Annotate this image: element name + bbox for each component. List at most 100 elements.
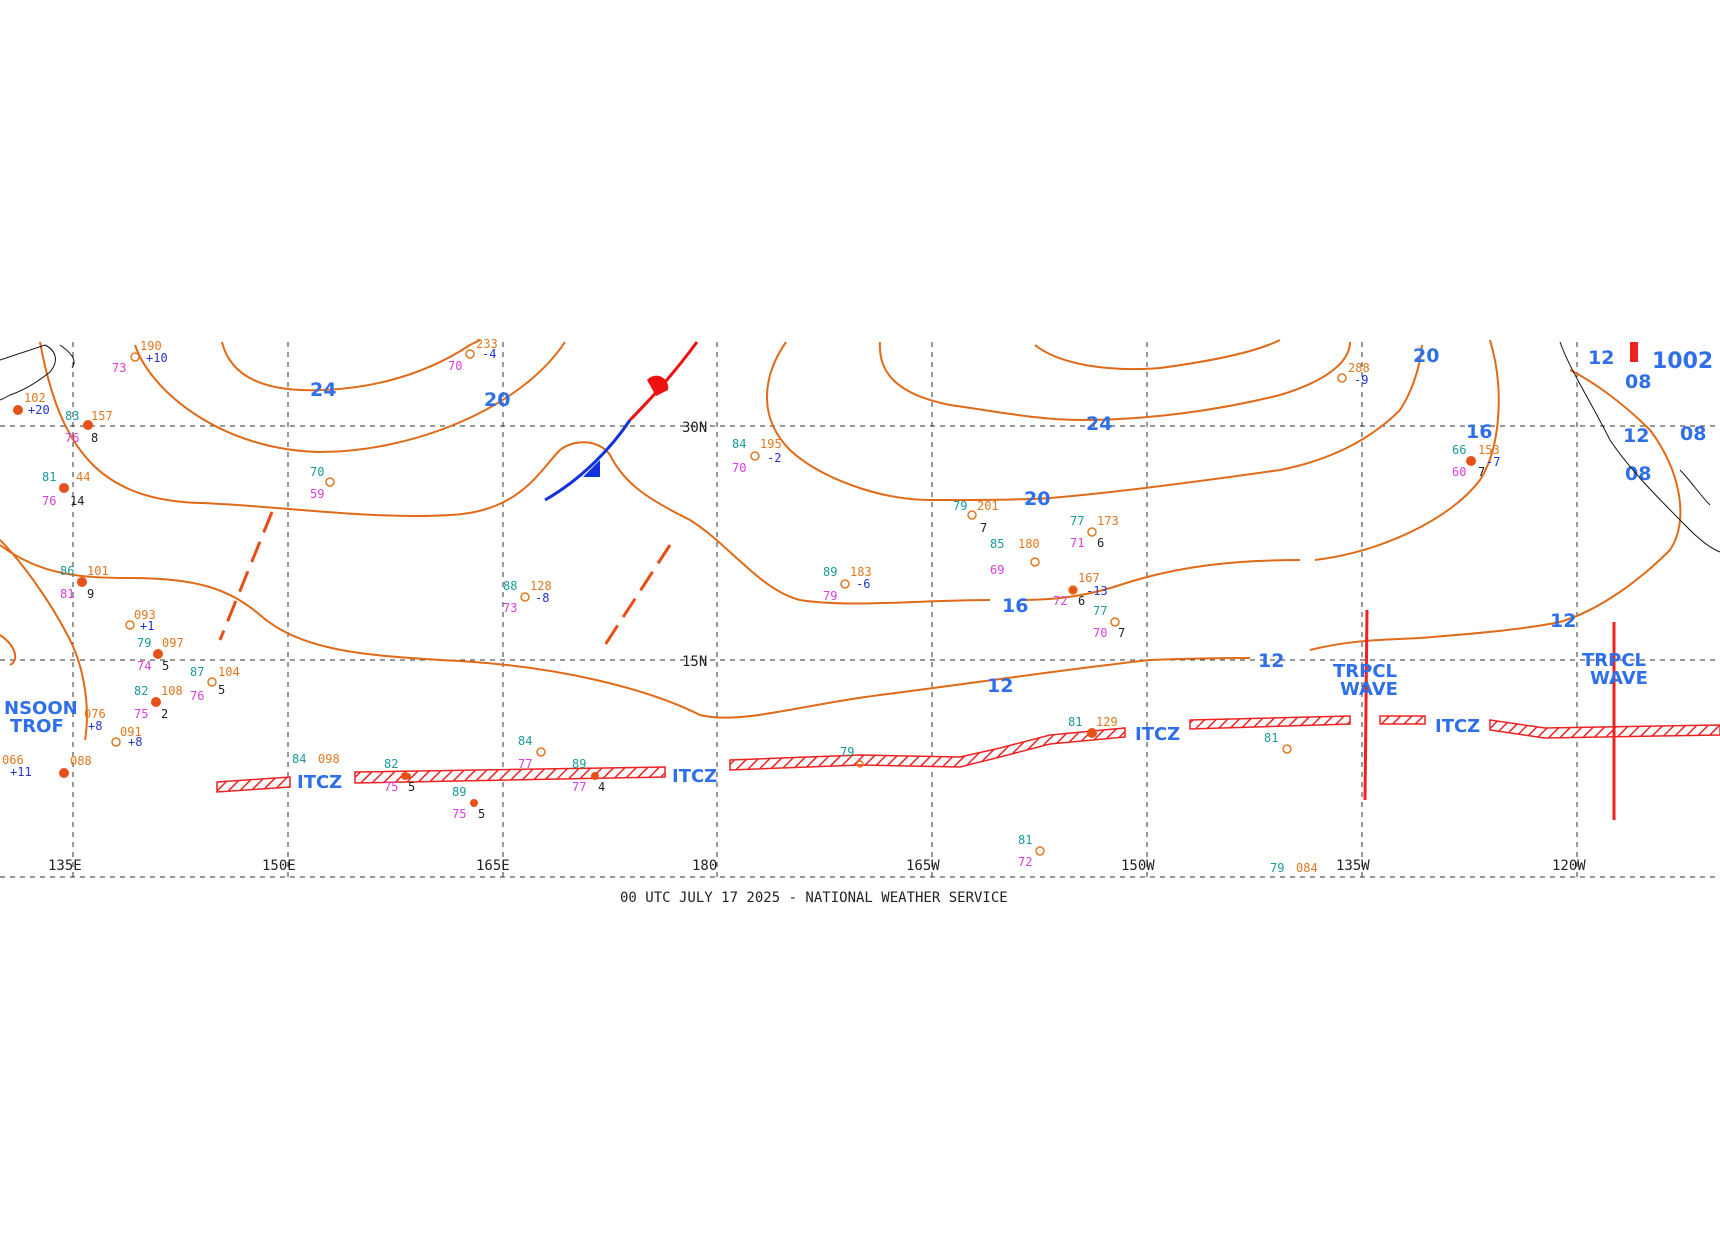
svg-text:129: 129 [1096, 715, 1118, 729]
svg-text:79: 79 [1270, 861, 1284, 875]
isobar-labels: 24 20 24 20 16 12 12 12 16 20 12 08 12 0… [310, 342, 1713, 697]
svg-text:7: 7 [1478, 465, 1485, 479]
svg-text:091: 091 [120, 725, 142, 739]
svg-text:71: 71 [1070, 536, 1084, 550]
svg-text:81: 81 [1068, 715, 1082, 729]
svg-text:-2: -2 [767, 451, 781, 465]
station-plot: 70 59 [310, 465, 335, 501]
svg-text:7: 7 [1118, 626, 1125, 640]
station-plot: 79 [840, 745, 864, 768]
svg-text:4: 4 [598, 780, 605, 794]
svg-text:79: 79 [953, 499, 967, 513]
svg-text:73: 73 [112, 361, 126, 375]
station-plot: 190 73 +10 [112, 339, 168, 375]
station-plot: 066 +11 [2, 753, 32, 779]
station-plot: 5 [405, 773, 415, 794]
svg-text:81: 81 [42, 470, 56, 484]
svg-text:190: 190 [140, 339, 162, 353]
tropical-wave-label: TRPCL [1582, 650, 1646, 671]
station-plot: 89 75 5 [452, 785, 485, 821]
lon-label: 150E [262, 858, 296, 874]
itcz-label: ITCZ [1135, 724, 1180, 745]
lon-label: 120W [1552, 858, 1586, 874]
svg-text:088: 088 [70, 754, 92, 768]
station-plot: 79 084 [1270, 861, 1318, 875]
tropical-waves [1363, 609, 1616, 820]
svg-text:89: 89 [823, 565, 837, 579]
svg-text:70: 70 [448, 359, 462, 373]
svg-text:128: 128 [530, 579, 552, 593]
isobar-label: 08 [1680, 423, 1706, 445]
isobar-label: 16 [1002, 595, 1028, 617]
station-plot: 77 70 7 [1093, 604, 1125, 640]
longitude-labels: 135E 150E 165E 180 165W 150W 135W 120W [48, 858, 1586, 874]
svg-text:59: 59 [310, 487, 324, 501]
station-plot: 77 173 71 6 [1070, 514, 1119, 550]
monsoon-trough-label: NSOON [4, 698, 78, 719]
svg-text:101: 101 [87, 564, 109, 578]
low-symbol [1630, 342, 1638, 362]
map-footer: 00 UTC JULY 17 2025 - NATIONAL WEATHER S… [620, 890, 1008, 906]
station-plot: 81 129 [1068, 715, 1118, 738]
station-plot: 288 -9 [1337, 361, 1370, 387]
station-plot: 84 098 [292, 752, 340, 766]
svg-text:79: 79 [823, 589, 837, 603]
lon-label: 135W [1336, 858, 1370, 874]
svg-text:9: 9 [87, 587, 94, 601]
isobar-label: 12 [1258, 650, 1284, 672]
station-plot: 167 72 6 -13 [1053, 571, 1108, 608]
svg-text:14: 14 [70, 494, 84, 508]
station-plot: 88 128 73 -8 [503, 579, 552, 615]
station-plot: 89 77 4 [572, 757, 605, 794]
lon-label: 165E [476, 858, 510, 874]
svg-text:77: 77 [518, 757, 532, 771]
svg-text:70: 70 [1093, 626, 1107, 640]
svg-text:167: 167 [1078, 571, 1100, 585]
svg-text:-6: -6 [856, 577, 870, 591]
itcz-label: ITCZ [672, 766, 717, 787]
station-plot: 81 44 76 14 [42, 470, 90, 508]
station-plot: 86 101 81 9 [60, 564, 109, 601]
trough-lines [218, 511, 672, 646]
svg-text:+10: +10 [146, 351, 168, 365]
svg-text:183: 183 [850, 565, 872, 579]
itcz-label: ITCZ [1435, 716, 1480, 737]
svg-text:76: 76 [190, 689, 204, 703]
lon-label: 150W [1121, 858, 1155, 874]
svg-text:-9: -9 [1354, 373, 1368, 387]
svg-text:5: 5 [478, 807, 485, 821]
svg-text:+8: +8 [88, 719, 102, 733]
svg-text:77: 77 [1070, 514, 1084, 528]
svg-text:-7: -7 [1486, 455, 1500, 469]
svg-text:88: 88 [503, 579, 517, 593]
station-plot: 81 72 [1018, 833, 1045, 869]
svg-text:6: 6 [1097, 536, 1104, 550]
lon-label: 135E [48, 858, 82, 874]
station-plot: 84 195 70 -2 [732, 437, 782, 475]
svg-text:89: 89 [572, 757, 586, 771]
svg-text:195: 195 [760, 437, 782, 451]
isobar-label: 12 [987, 675, 1013, 697]
svg-text:76: 76 [65, 431, 79, 445]
svg-text:89: 89 [452, 785, 466, 799]
svg-text:-8: -8 [535, 591, 549, 605]
station-plot: 79 201 7 [953, 499, 999, 535]
svg-text:69: 69 [990, 563, 1004, 577]
svg-text:102: 102 [24, 391, 46, 405]
svg-text:6: 6 [1078, 594, 1085, 608]
isobar-label: 20 [1413, 345, 1439, 367]
svg-text:84: 84 [518, 734, 532, 748]
isobar-label: 20 [484, 389, 510, 411]
svg-text:066: 066 [2, 753, 24, 767]
svg-text:82: 82 [384, 757, 398, 771]
lat-label: 15N [682, 654, 707, 670]
coastline [0, 341, 1720, 553]
monsoon-trough-label: TROF [10, 716, 64, 737]
station-plot: 87 104 76 5 [190, 665, 240, 703]
svg-text:74: 74 [137, 659, 151, 673]
station-plot: 233 -4 70 [448, 337, 498, 373]
tropical-wave-label: WAVE [1340, 679, 1398, 700]
svg-text:084: 084 [1296, 861, 1318, 875]
station-plot: 81 [1264, 731, 1292, 754]
svg-text:076: 076 [84, 707, 106, 721]
